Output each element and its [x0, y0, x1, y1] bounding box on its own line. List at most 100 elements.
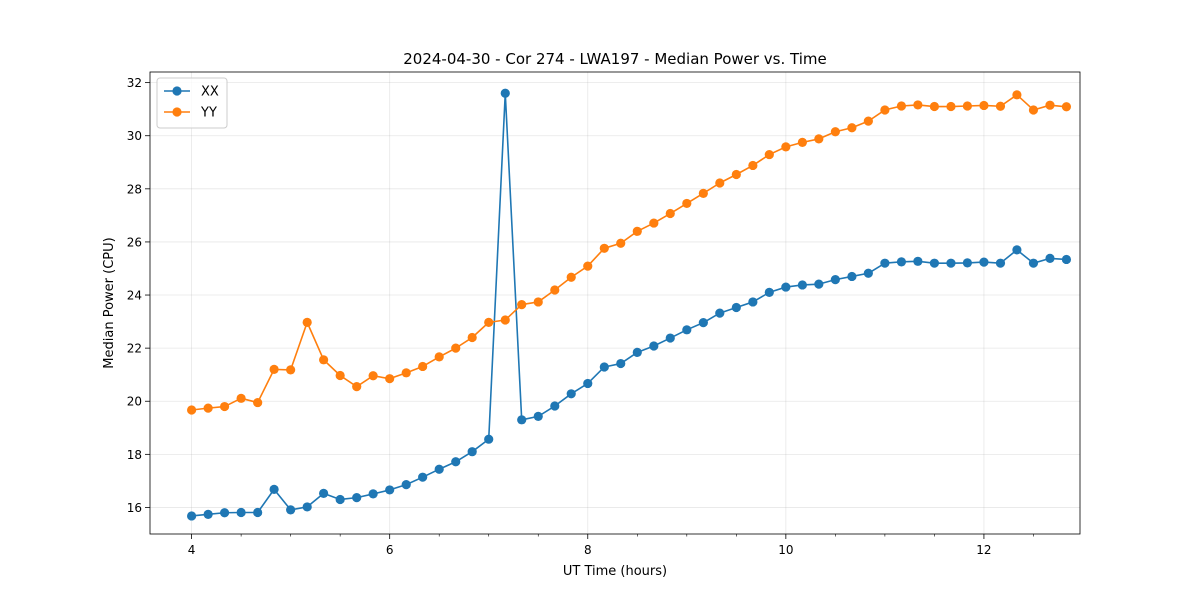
data-point-yy	[500, 315, 510, 325]
data-point-xx	[715, 308, 725, 318]
y-tick-label: 18	[127, 448, 142, 462]
x-axis-label: UT Time (hours)	[563, 564, 667, 579]
data-point-xx	[995, 258, 1006, 268]
data-point-yy	[253, 397, 263, 408]
data-point-yy	[665, 208, 675, 219]
legend-label-yy: YY	[200, 106, 217, 121]
data-point-xx	[962, 258, 972, 268]
data-point-xx	[781, 282, 791, 292]
tick-layer: 4 6 8 10 12 16 18 20 22 24 26 28 30 32	[127, 76, 1034, 557]
y-tick-label: 22	[127, 342, 142, 356]
data-point-xx	[880, 258, 890, 268]
data-point-xx	[764, 287, 774, 297]
data-point-xx	[1045, 253, 1055, 263]
data-point-xx	[286, 505, 296, 515]
data-point-xx	[335, 494, 345, 505]
data-point-yy	[764, 149, 774, 160]
data-point-yy	[533, 297, 543, 307]
data-point-xx	[385, 485, 395, 495]
data-point-yy	[616, 238, 626, 248]
data-point-xx	[929, 258, 940, 268]
x-tick-label: 8	[584, 543, 592, 557]
data-point-xx	[748, 297, 758, 307]
data-point-yy	[896, 101, 907, 111]
data-point-xx	[599, 362, 609, 372]
data-point-yy	[434, 352, 444, 362]
data-point-yy	[946, 101, 956, 112]
legend-marker-xx	[172, 86, 182, 96]
data-point-yy	[797, 137, 807, 147]
data-point-xx	[913, 256, 923, 266]
data-point-yy	[269, 364, 279, 374]
data-point-xx	[682, 325, 692, 335]
data-point-xx	[203, 509, 213, 519]
data-point-xx	[418, 472, 428, 482]
data-point-xx	[401, 480, 411, 490]
data-point-xx	[368, 489, 378, 499]
y-tick-label: 28	[127, 182, 142, 196]
y-axis-label: Median Power (CPU)	[102, 237, 117, 368]
legend: XX YY	[156, 77, 228, 129]
y-tick-label: 26	[127, 235, 142, 249]
data-point-yy	[385, 374, 395, 384]
data-point-xx	[797, 280, 807, 290]
data-point-yy	[583, 261, 593, 271]
data-point-yy	[863, 116, 873, 126]
data-point-yy	[830, 127, 840, 137]
data-point-xx	[269, 484, 279, 494]
data-point-yy	[236, 393, 246, 403]
data-point-xx	[533, 411, 543, 421]
data-point-yy	[368, 371, 378, 381]
data-point-yy	[401, 368, 411, 378]
data-point-yy	[781, 142, 791, 152]
data-point-yy	[484, 317, 494, 327]
data-point-yy	[566, 272, 576, 282]
data-point-yy	[517, 299, 527, 310]
x-tick-label: 4	[188, 543, 196, 557]
data-point-xx	[814, 279, 824, 289]
data-point-yy	[929, 101, 940, 112]
data-point-xx	[632, 347, 642, 357]
data-point-xx	[302, 502, 312, 512]
data-point-xx	[863, 268, 873, 278]
data-point-yy	[814, 134, 824, 144]
data-point-yy	[913, 100, 923, 110]
data-point-xx	[665, 333, 675, 343]
data-point-xx	[467, 447, 477, 457]
y-tick-label: 32	[127, 76, 142, 90]
data-point-xx	[253, 507, 263, 518]
data-point-xx	[583, 378, 593, 389]
data-point-yy	[550, 285, 560, 295]
x-tick-label: 12	[976, 543, 991, 557]
data-point-yy	[847, 123, 857, 133]
grid-layer	[150, 72, 1080, 534]
plot-area-frame	[149, 71, 1081, 535]
data-point-yy	[186, 405, 197, 415]
data-point-xx	[1012, 245, 1022, 255]
data-point-yy	[219, 401, 230, 412]
y-tick-label: 16	[127, 501, 142, 515]
data-point-yy	[995, 101, 1006, 111]
chart-title: 2024-04-30 - Cor 274 - LWA197 - Median P…	[403, 50, 827, 68]
data-point-yy	[962, 101, 972, 111]
data-point-yy	[632, 226, 642, 236]
data-point-xx	[451, 457, 461, 467]
data-point-xx	[649, 341, 659, 351]
data-point-xx	[236, 507, 246, 518]
data-point-yy	[1061, 102, 1072, 112]
data-point-xx	[1061, 254, 1072, 265]
legend-marker-yy	[172, 107, 182, 117]
data-point-yy	[451, 343, 461, 353]
y-tick-label: 30	[127, 129, 142, 143]
data-point-yy	[1045, 100, 1055, 110]
data-point-xx	[1028, 258, 1039, 268]
data-point-xx	[896, 257, 907, 267]
data-point-yy	[319, 355, 329, 365]
data-point-xx	[847, 271, 857, 282]
data-point-yy	[731, 169, 741, 180]
data-point-xx	[830, 275, 840, 285]
series-layer	[186, 88, 1072, 521]
data-point-yy	[467, 332, 477, 343]
